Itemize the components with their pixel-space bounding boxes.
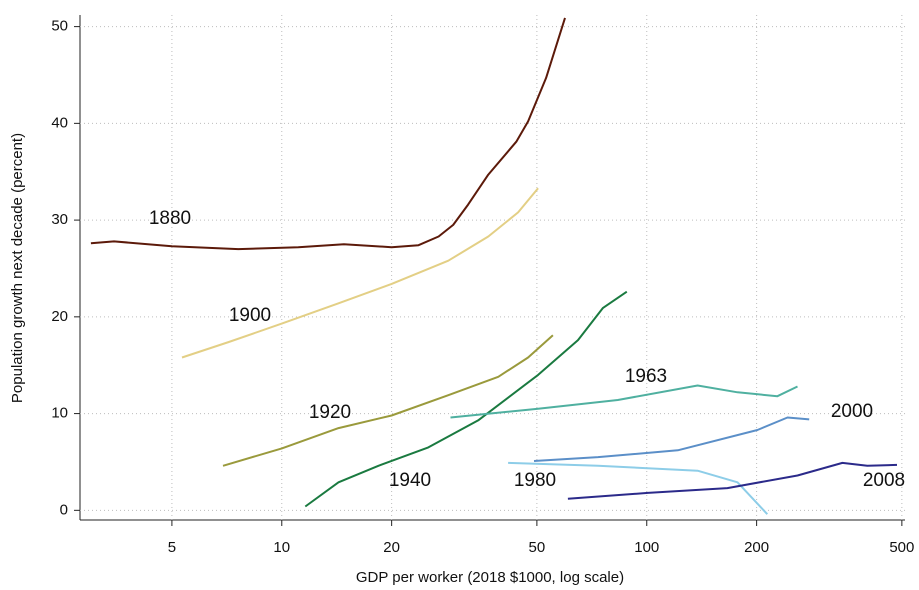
series-line [450, 384, 798, 419]
x-tick-label: 500 [889, 539, 914, 556]
y-axis-label: Population growth next decade (percent) [9, 133, 26, 403]
x-tick-label: 50 [529, 539, 546, 556]
series-line [567, 461, 898, 500]
y-tick-label: 0 [60, 501, 68, 518]
series-line [508, 461, 769, 515]
series-label: 1920 [309, 402, 351, 423]
y-tick-label: 30 [51, 211, 68, 228]
x-axis-label: GDP per worker (2018 $1000, log scale) [356, 569, 624, 586]
x-tick-label: 20 [383, 539, 400, 556]
y-tick-label: 10 [51, 405, 68, 422]
y-tick-label: 20 [51, 308, 68, 325]
y-tick-label: 40 [51, 114, 68, 131]
series-label: 2000 [831, 401, 873, 422]
series-label: 1940 [389, 470, 431, 491]
series-label: 1980 [514, 470, 556, 491]
x-tick-label: 100 [634, 539, 659, 556]
series-line [533, 416, 810, 462]
series-line [90, 17, 566, 251]
series-line [181, 187, 539, 359]
series-label: 1900 [229, 305, 271, 326]
series-line [222, 334, 554, 467]
series-label: 1880 [149, 208, 191, 229]
x-tick-label: 5 [168, 539, 176, 556]
x-tick-label: 200 [744, 539, 769, 556]
series-line [304, 290, 628, 508]
series-label: 2008 [863, 470, 905, 491]
series-label: 1963 [625, 366, 667, 387]
x-tick-label: 10 [273, 539, 290, 556]
y-tick-label: 50 [51, 18, 68, 35]
